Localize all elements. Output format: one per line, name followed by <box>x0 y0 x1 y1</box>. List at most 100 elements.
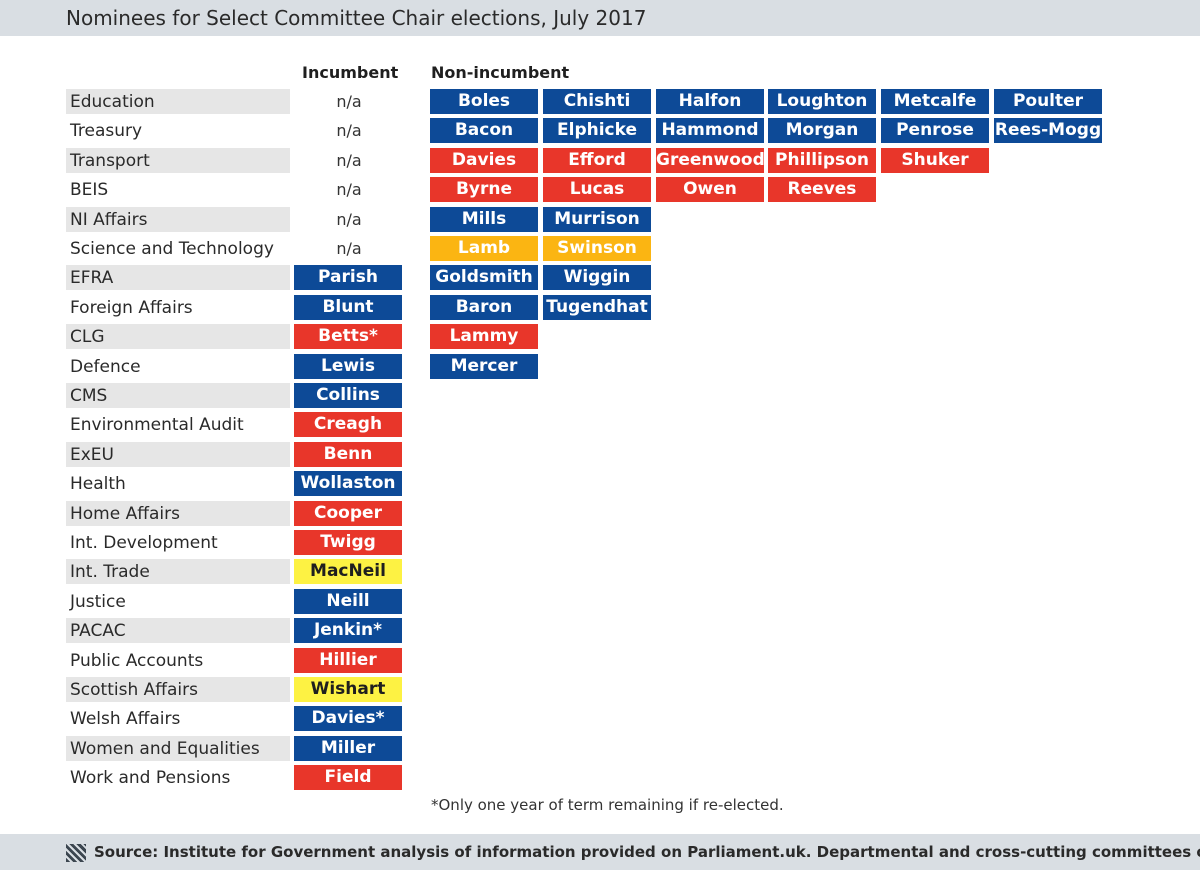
committee-label: BEIS <box>70 180 109 200</box>
nominee-box: Swinson <box>543 236 651 261</box>
nominee-box: Halfon <box>656 89 764 114</box>
nominee-box: Goldsmith <box>430 265 538 290</box>
committee-row: Welsh Affairs <box>66 706 290 731</box>
incumbent-none: n/a <box>336 151 362 170</box>
committee-label: Treasury <box>70 121 143 141</box>
incumbent-none: n/a <box>336 239 362 258</box>
committee-label: Scottish Affairs <box>70 680 198 700</box>
committee-row: Environmental Audit <box>66 412 290 437</box>
committee-row: EFRA <box>66 265 290 290</box>
incumbent-box: Lewis <box>294 354 402 379</box>
incumbent-box: MacNeil <box>294 559 402 584</box>
committee-row: Women and Equalities <box>66 736 290 761</box>
nominee-box: Tugendhat <box>543 295 651 320</box>
nominee-box: Loughton <box>768 89 876 114</box>
source-bar: Source: Institute for Government analysi… <box>0 834 1200 870</box>
nominee-box: Chishti <box>543 89 651 114</box>
nominee-box: Penrose <box>881 118 989 143</box>
committee-row: Scottish Affairs <box>66 677 290 702</box>
committee-row: Education <box>66 89 290 114</box>
committee-row: Int. Development <box>66 530 290 555</box>
committee-label: Education <box>70 92 155 112</box>
incumbent-box: Parish <box>294 265 402 290</box>
committee-row: CMS <box>66 383 290 408</box>
committee-row: Health <box>66 471 290 496</box>
nominee-box: Efford <box>543 148 651 173</box>
hatched-logo-icon <box>66 844 86 862</box>
committee-label: Justice <box>70 592 126 612</box>
committee-row: Science and Technology <box>66 236 290 261</box>
committee-row: NI Affairs <box>66 207 290 232</box>
page-title: Nominees for Select Committee Chair elec… <box>66 6 647 30</box>
incumbent-box: Betts* <box>294 324 402 349</box>
committee-label: Environmental Audit <box>70 415 244 435</box>
committee-label: Health <box>70 474 126 494</box>
incumbent-none: n/a <box>336 210 362 229</box>
committee-label: Int. Development <box>70 533 218 553</box>
incumbent-box: Cooper <box>294 501 402 526</box>
nominee-box: Boles <box>430 89 538 114</box>
committee-row: Work and Pensions <box>66 765 290 790</box>
nominee-box: Shuker <box>881 148 989 173</box>
incumbent-box: Jenkin* <box>294 618 402 643</box>
incumbent-box: Miller <box>294 736 402 761</box>
incumbent-box: Collins <box>294 383 402 408</box>
committee-row: Int. Trade <box>66 559 290 584</box>
incumbent-none: n/a <box>336 92 362 111</box>
committee-row: BEIS <box>66 177 290 202</box>
committee-label: Women and Equalities <box>70 739 260 759</box>
nominee-box: Byrne <box>430 177 538 202</box>
committee-label: Science and Technology <box>70 239 274 259</box>
committee-label: PACAC <box>70 621 126 641</box>
incumbent-box: Field <box>294 765 402 790</box>
committee-label: ExEU <box>70 445 114 465</box>
committee-row: Foreign Affairs <box>66 295 290 320</box>
incumbent-box: Wollaston <box>294 471 402 496</box>
committee-label: Public Accounts <box>70 651 204 671</box>
nominee-box: Owen <box>656 177 764 202</box>
incumbent-box: Twigg <box>294 530 402 555</box>
committee-label: Welsh Affairs <box>70 709 181 729</box>
committee-label: Home Affairs <box>70 504 180 524</box>
nominee-box: Reeves <box>768 177 876 202</box>
committee-label: CMS <box>70 386 108 406</box>
incumbent-box: Creagh <box>294 412 402 437</box>
committee-label: NI Affairs <box>70 210 148 230</box>
incumbent-box: Benn <box>294 442 402 467</box>
incumbent-box: Hillier <box>294 648 402 673</box>
committee-label: Int. Trade <box>70 562 150 582</box>
nominee-box: Morgan <box>768 118 876 143</box>
footnote: *Only one year of term remaining if re-e… <box>431 796 784 814</box>
nominee-box: Bacon <box>430 118 538 143</box>
nominee-box: Mercer <box>430 354 538 379</box>
incumbent-box: Blunt <box>294 295 402 320</box>
nominee-box: Lammy <box>430 324 538 349</box>
committee-label: Foreign Affairs <box>70 298 193 318</box>
committee-label: Transport <box>70 151 150 171</box>
incumbent-header: Incumbent <box>302 63 399 82</box>
incumbent-none: n/a <box>336 180 362 199</box>
committee-row: Public Accounts <box>66 648 290 673</box>
committee-label: EFRA <box>70 268 114 288</box>
committee-row: Defence <box>66 354 290 379</box>
source-text: Source: Institute for Government analysi… <box>94 843 1200 861</box>
nominee-box: Lamb <box>430 236 538 261</box>
nominee-box: Poulter <box>994 89 1102 114</box>
nominee-box: Phillipson <box>768 148 876 173</box>
incumbent-box: Wishart <box>294 677 402 702</box>
nominee-box: Wiggin <box>543 265 651 290</box>
nominee-box: Murrison <box>543 207 651 232</box>
committee-label: Defence <box>70 357 141 377</box>
nominee-box: Davies <box>430 148 538 173</box>
incumbent-box: Neill <box>294 589 402 614</box>
committee-row: Home Affairs <box>66 501 290 526</box>
nominee-box: Metcalfe <box>881 89 989 114</box>
committee-row: CLG <box>66 324 290 349</box>
committee-row: Transport <box>66 148 290 173</box>
nominee-box: Baron <box>430 295 538 320</box>
committee-label: Work and Pensions <box>70 768 231 788</box>
committee-label: CLG <box>70 327 105 347</box>
nominee-box: Lucas <box>543 177 651 202</box>
nominee-box: Greenwood <box>656 148 764 173</box>
committee-row: ExEU <box>66 442 290 467</box>
